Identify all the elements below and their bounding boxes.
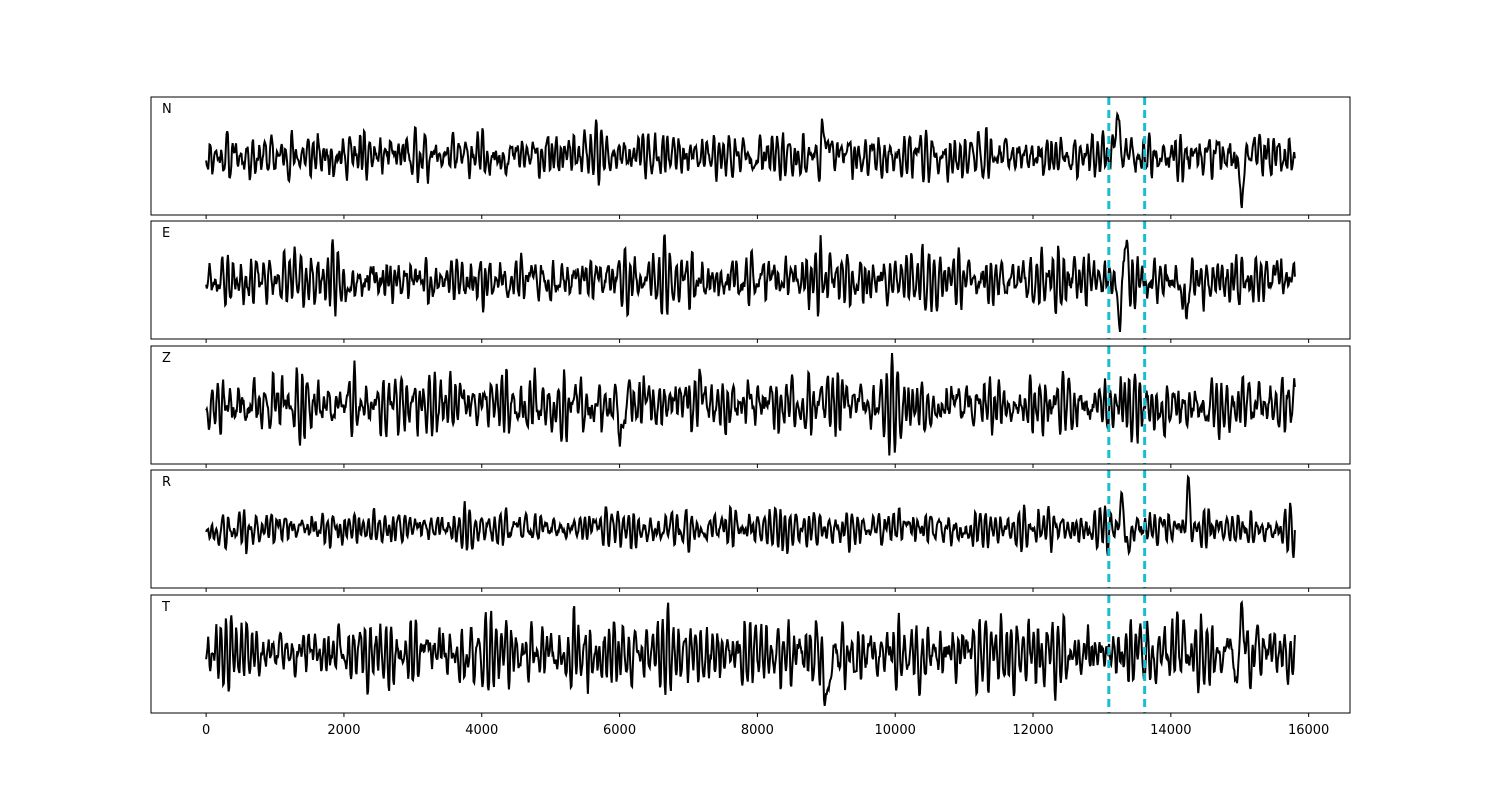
x-axis: 0 2000 4000 6000 8000 10000 12000 14000 16000 [202, 723, 1329, 738]
x-tick-label: 6000 [603, 723, 636, 738]
panel-label: N [162, 102, 172, 117]
panel-z: Z [150, 345, 1351, 468]
trace-t [205, 599, 1296, 707]
panel-t: T [150, 594, 1351, 717]
panel-label: Z [162, 351, 171, 366]
x-tick-label: 16000 [1288, 723, 1329, 738]
panels-group: N E Z R T [150, 96, 1351, 717]
trace-r [205, 474, 1296, 558]
x-tick-label: 0 [202, 723, 210, 738]
panel-r: R [150, 469, 1351, 592]
panel-frame [150, 345, 1351, 465]
x-tick-label: 2000 [327, 723, 360, 738]
x-tick-label: 14000 [1150, 723, 1191, 738]
trace-n [205, 111, 1296, 209]
panel-frame [150, 594, 1351, 714]
panel-frame [150, 220, 1351, 340]
panel-n: N [150, 96, 1351, 219]
x-tick-label: 10000 [875, 723, 916, 738]
trace-z [205, 353, 1296, 456]
panel-label: T [161, 600, 170, 615]
trace-e [205, 234, 1296, 333]
panel-label: E [162, 226, 170, 241]
panel-frame [150, 469, 1351, 589]
panel-frame [150, 96, 1351, 216]
panel-e: E [150, 220, 1351, 343]
x-tick-label: 12000 [1012, 723, 1053, 738]
x-tick-label: 8000 [741, 723, 774, 738]
panel-label: R [162, 475, 171, 490]
x-tick-label: 4000 [465, 723, 498, 738]
